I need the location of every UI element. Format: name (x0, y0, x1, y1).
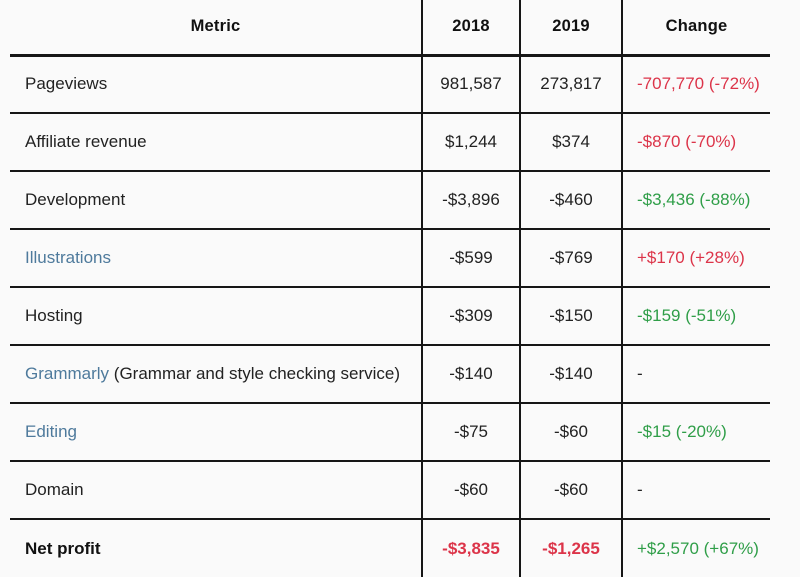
metric-cell: Illustrations (10, 229, 422, 287)
value-2018-cell: -$3,835 (421, 519, 520, 577)
metrics-comparison-table: Metric 2018 2019 Change Pageviews 981,58… (10, 0, 770, 577)
value-2018-cell: -$140 (421, 345, 520, 403)
table-row-illustrations: Illustrations -$599 -$769 +$170 (+28%) (10, 229, 770, 287)
change-cell: +$2,570 (+67%) (621, 519, 770, 577)
change-cell: -$159 (-51%) (621, 287, 770, 345)
change-cell: -$3,436 (-88%) (621, 171, 770, 229)
metric-description: (Grammar and style checking service) (109, 364, 401, 383)
metric-cell: Development (10, 171, 422, 229)
value-2019-cell: -$1,265 (519, 519, 622, 577)
metric-label: Pageviews (25, 74, 108, 94)
change-cell: - (621, 345, 770, 403)
value-2019-cell: 273,817 (519, 55, 622, 113)
header-row: Metric 2018 2019 Change (10, 0, 770, 55)
value-2018-cell: -$75 (421, 403, 520, 461)
metric-label-net-profit: Net profit (25, 538, 101, 558)
table-row-pageviews: Pageviews 981,587 273,817 -707,770 (-72%… (10, 55, 770, 113)
table-row-editing: Editing -$75 -$60 -$15 (-20%) (10, 403, 770, 461)
header-cell-2019: 2019 (519, 0, 622, 55)
metric-label: Affiliate revenue (25, 132, 147, 151)
metric-label: Domain (25, 480, 84, 499)
value-2019-cell: -$460 (519, 171, 622, 229)
value-2019-cell: -$60 (519, 461, 622, 519)
metric-cell: Net profit (10, 519, 422, 577)
header-cell-change: Change (621, 0, 770, 55)
header-cell-2018: 2018 (421, 0, 520, 55)
table-row-development: Development -$3,896 -$460 -$3,436 (-88%) (10, 171, 770, 229)
table-row-affiliate-revenue: Affiliate revenue $1,244 $374 -$870 (-70… (10, 113, 770, 171)
metric-link-editing[interactable]: Editing (25, 422, 77, 441)
metric-label: Hosting (25, 306, 83, 325)
change-cell: -$870 (-70%) (621, 113, 770, 171)
table-row-domain: Domain -$60 -$60 - (10, 461, 770, 519)
value-2018-cell: -$599 (421, 229, 520, 287)
change-cell: - (621, 461, 770, 519)
metric-cell: Grammarly (Grammar and style checking se… (10, 345, 422, 403)
change-cell: -707,770 (-72%) (621, 55, 770, 113)
value-2018-cell: $1,244 (421, 113, 520, 171)
value-2018-cell: -$3,896 (421, 171, 520, 229)
value-2018-cell: -$60 (421, 461, 520, 519)
table-row-hosting: Hosting -$309 -$150 -$159 (-51%) (10, 287, 770, 345)
metric-cell: Domain (10, 461, 422, 519)
table-row-grammarly: Grammarly (Grammar and style checking se… (10, 345, 770, 403)
metric-cell: Affiliate revenue (10, 113, 422, 171)
value-2019-cell: -$150 (519, 287, 622, 345)
metric-cell: Hosting (10, 287, 422, 345)
table-row-net-profit: Net profit -$3,835 -$1,265 +$2,570 (+67%… (10, 519, 770, 577)
metric-link-illustrations[interactable]: Illustrations (25, 248, 111, 267)
value-2018-cell: -$309 (421, 287, 520, 345)
value-2019-cell: -$60 (519, 403, 622, 461)
value-2019-cell: -$769 (519, 229, 622, 287)
value-2018-cell: 981,587 (421, 55, 520, 113)
metric-link-grammarly[interactable]: Grammarly (25, 364, 110, 383)
change-cell: -$15 (-20%) (621, 403, 770, 461)
value-2019-cell: -$140 (519, 345, 622, 403)
metric-cell: Pageviews (10, 55, 422, 113)
value-2019-cell: $374 (519, 113, 622, 171)
header-cell-metric: Metric (190, 17, 241, 36)
metric-label: Development (25, 190, 126, 209)
change-cell: +$170 (+28%) (621, 229, 770, 287)
metric-cell: Editing (10, 403, 422, 461)
